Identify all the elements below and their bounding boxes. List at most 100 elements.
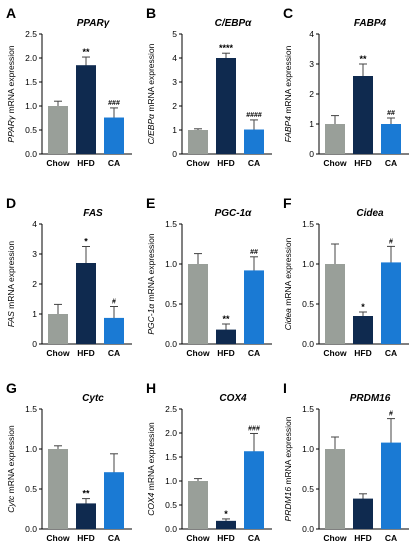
panel-b: B C/EBPα 0 1 2 3 4 5 C/EBPα mRNA expression Chow H… (146, 5, 272, 168)
significance-label: ### (108, 100, 120, 107)
significance-label: #### (246, 112, 262, 119)
x-tick-label: CA (248, 158, 260, 168)
y-axis-label-gene: Cidea (283, 308, 293, 330)
significance-label: ** (359, 54, 367, 64)
y-tick-label: 0.5 (302, 484, 314, 494)
x-tick-label: CA (385, 533, 397, 543)
chart-title: C/EBPα (215, 18, 253, 29)
significance-label: ### (248, 425, 260, 432)
x-tick-label: CA (248, 533, 260, 543)
x-tick-label: CA (385, 158, 397, 168)
y-axis-label-gene: COX4 (146, 492, 156, 515)
chart-title: FAS (83, 208, 103, 219)
significance-label: **** (219, 43, 234, 53)
y-axis-label-gene: C/EBPα (146, 113, 156, 145)
bar-chow (325, 124, 345, 154)
x-tick-label: HFD (217, 533, 234, 543)
panel-a: A PPARγ 0.0 0.5 1.0 1.5 2.0 2.5 PPARγ mRNA expre… (6, 5, 132, 168)
y-tick-label: 0.5 (165, 299, 177, 309)
y-tick-label: 3 (32, 249, 37, 259)
panel-letter: H (146, 380, 156, 396)
significance-label: * (84, 237, 88, 247)
bar-hfd (76, 503, 96, 529)
bar-ca (381, 442, 401, 529)
significance-label: # (389, 238, 393, 245)
panel-letter: E (146, 195, 155, 211)
y-axis-label-text: mRNA expression (146, 422, 156, 493)
y-tick-label: 0.5 (165, 500, 177, 510)
panel-letter: G (6, 380, 17, 396)
bar-chow (325, 449, 345, 529)
panel-letter: C (283, 5, 293, 21)
y-tick-label: 4 (172, 53, 177, 63)
x-tick-label: Chow (186, 348, 210, 358)
bar-hfd (353, 498, 373, 529)
significance-label: * (361, 302, 365, 312)
y-tick-label: 4 (32, 219, 37, 229)
y-tick-label: 1.5 (25, 77, 37, 87)
bar-hfd (216, 520, 236, 529)
significance-label: ** (222, 314, 230, 324)
y-tick-label: 0 (32, 339, 37, 349)
x-tick-label: HFD (354, 348, 371, 358)
y-tick-label: 1.0 (25, 444, 37, 454)
y-axis-label: Cidea mRNA expression (283, 237, 293, 330)
y-tick-label: 2.0 (165, 428, 177, 438)
x-tick-label: HFD (354, 158, 371, 168)
y-tick-label: 0.0 (302, 339, 314, 349)
y-tick-label: 1.0 (302, 259, 314, 269)
y-axis-label-text: mRNA expression (6, 241, 16, 312)
panel-letter: B (146, 5, 156, 21)
y-tick-label: 0 (309, 149, 314, 159)
y-tick-label: 0.0 (25, 524, 37, 534)
x-tick-label: HFD (217, 348, 234, 358)
bar-chow (188, 264, 208, 344)
y-axis-label-text: mRNA expression (283, 237, 293, 308)
panel-e: E PGC-1α 0.0 0.5 1.0 1.5 PGC-1α mRNA expressio… (146, 195, 272, 358)
y-tick-label: 1 (172, 125, 177, 135)
bar-ca (244, 451, 264, 529)
panel-letter: A (6, 5, 16, 21)
y-axis-label-gene: FAS (6, 311, 16, 327)
y-tick-label: 2 (32, 279, 37, 289)
x-tick-label: CA (385, 348, 397, 358)
y-axis-label-gene: PGC-1α (146, 303, 156, 335)
panel-c: C FABP4 0 1 2 3 4 FABP4 mRNA expression Chow HFD *… (283, 5, 409, 168)
y-tick-label: 0.0 (302, 524, 314, 534)
panel-d: D FAS 0 1 2 3 4 FAS mRNA expression Chow HFD * CA # (6, 195, 132, 358)
y-tick-label: 0.5 (25, 484, 37, 494)
x-tick-label: Chow (46, 533, 70, 543)
bar-chow (48, 314, 68, 344)
y-tick-label: 0.0 (165, 524, 177, 534)
y-tick-label: 1 (32, 309, 37, 319)
y-tick-label: 1.0 (165, 476, 177, 486)
x-tick-label: CA (248, 348, 260, 358)
y-tick-label: 2.0 (25, 53, 37, 63)
x-tick-label: CA (108, 533, 120, 543)
chart-title: PRDM16 (350, 393, 391, 404)
panel-letter: I (283, 380, 287, 396)
panel-g: G Cytc 0.0 0.5 1.0 1.5 Cytc mRNA expression Cho… (6, 380, 132, 543)
y-tick-label: 3 (172, 77, 177, 87)
bar-ca (381, 124, 401, 154)
chart-title: Cytc (82, 393, 104, 404)
y-tick-label: 5 (172, 29, 177, 39)
y-tick-label: 1 (309, 119, 314, 129)
y-tick-label: 2 (309, 89, 314, 99)
x-tick-label: Chow (46, 348, 70, 358)
chart-title: COX4 (219, 393, 247, 404)
bar-ca (381, 262, 401, 344)
y-tick-label: 0.0 (165, 339, 177, 349)
y-axis-label: C/EBPα mRNA expression (146, 43, 156, 144)
x-tick-label: HFD (354, 533, 371, 543)
x-tick-label: HFD (217, 158, 234, 168)
bar-hfd (353, 316, 373, 344)
chart-title: FABP4 (354, 18, 387, 29)
y-tick-label: 1.0 (25, 101, 37, 111)
bar-chow (188, 130, 208, 154)
y-axis-label: FAS mRNA expression (6, 241, 16, 328)
y-axis-label: PPARγ mRNA expression (6, 45, 16, 142)
y-tick-label: 0.5 (25, 125, 37, 135)
bar-chow (48, 449, 68, 529)
